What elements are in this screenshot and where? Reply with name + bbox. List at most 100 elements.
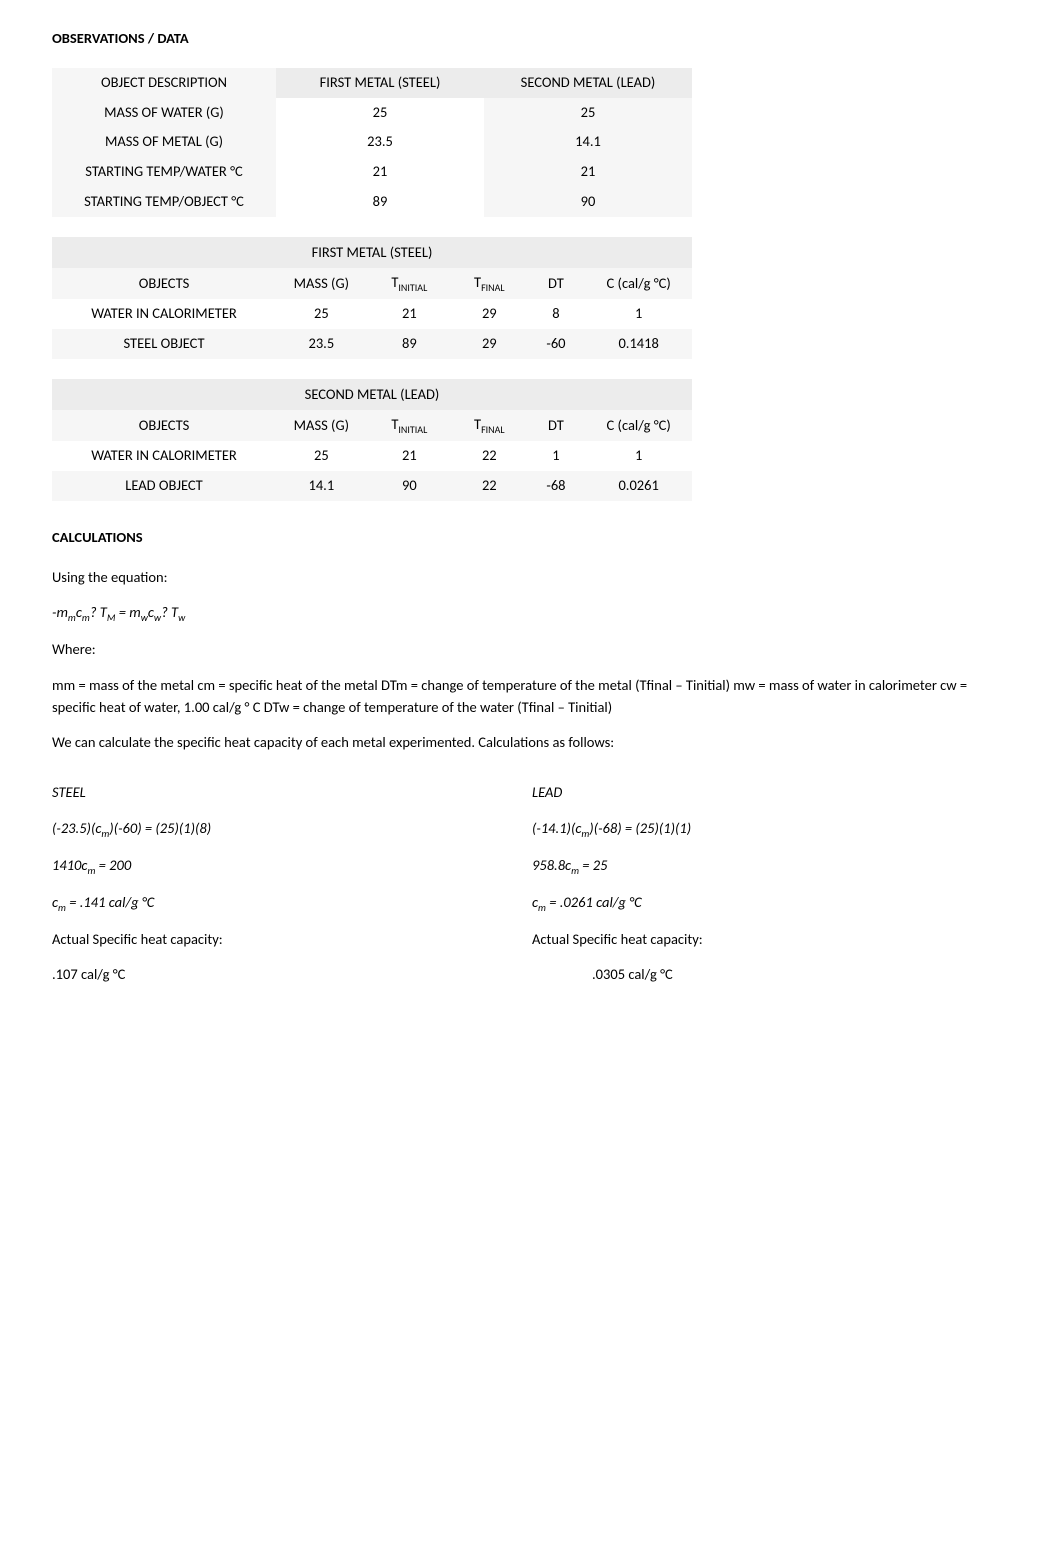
cell: 25 — [276, 299, 367, 329]
t: )(-68) = (25)(1)(1) — [589, 819, 691, 837]
col: TFINAL — [452, 268, 527, 299]
t: = .141 cal/g °C — [66, 893, 154, 911]
cell: 1 — [585, 299, 692, 329]
s: m — [538, 901, 546, 914]
sub: FINAL — [481, 281, 505, 294]
cell: 0.1418 — [585, 329, 692, 359]
col: DT — [527, 410, 586, 441]
cell: LEAD OBJECT — [52, 471, 276, 501]
cell: WATER IN CALORIMETER — [52, 299, 276, 329]
steel-actual-value: .107 cal/g °C — [52, 964, 532, 986]
t: = 25 — [579, 856, 607, 874]
steel-column: STEEL (-23.5)(cm)(-60) = (25)(1)(8) 1410… — [52, 768, 532, 1000]
t: (-23.5)(c — [52, 819, 101, 837]
cell: 8 — [527, 299, 586, 329]
lead-eq1: (-14.1)(cm)(-68) = (25)(1)(1) — [532, 818, 1010, 841]
steel-actual-label: Actual Specific heat capacity: — [52, 929, 532, 951]
col: C (cal/g °C) — [585, 268, 692, 299]
cell: 21 — [484, 157, 692, 187]
cell: 89 — [367, 329, 452, 359]
cell: 21 — [367, 441, 452, 471]
t: = m — [115, 603, 140, 621]
sub: INITIAL — [398, 281, 427, 294]
t: -m — [52, 603, 68, 621]
lead-actual-label: Actual Specific heat capacity: — [532, 929, 1010, 951]
table-title: FIRST METAL (STEEL) — [52, 237, 692, 269]
cell: 90 — [367, 471, 452, 501]
lead-actual-value: .0305 cal/g °C — [532, 964, 1010, 986]
t: 958.8c — [532, 856, 571, 874]
cell: 22 — [452, 441, 527, 471]
cell: 29 — [452, 299, 527, 329]
calculations-columns: STEEL (-23.5)(cm)(-60) = (25)(1)(8) 1410… — [52, 768, 1010, 1000]
cell: -60 — [527, 329, 586, 359]
cell: 21 — [367, 299, 452, 329]
equation: -mmcm? TM = mwcw? Tw — [52, 602, 1010, 625]
cell: 25 — [276, 98, 484, 128]
cell: 14.1 — [484, 127, 692, 157]
table-title: SECOND METAL (LEAD) — [52, 379, 692, 411]
calc-intro: We can calculate the specific heat capac… — [52, 732, 1010, 754]
lead-column: LEAD (-14.1)(cm)(-68) = (25)(1)(1) 958.8… — [532, 768, 1010, 1000]
t: = .0261 cal/g °C — [546, 893, 642, 911]
lead-table: SECOND METAL (LEAD) OBJECTS MASS (G) TIN… — [52, 379, 692, 501]
t: )(-60) = (25)(1)(8) — [109, 819, 211, 837]
sub: INITIAL — [398, 423, 427, 436]
cell: SECOND METAL (LEAD) — [484, 68, 692, 98]
s: w — [154, 611, 161, 624]
cell: 0.0261 — [585, 471, 692, 501]
lead-title: LEAD — [532, 782, 1010, 804]
t: ? T — [161, 603, 178, 621]
observations-heading: OBSERVATIONS / DATA — [52, 28, 1010, 50]
col: DT — [527, 268, 586, 299]
cell: STARTING TEMP/WATER °C — [52, 157, 276, 187]
object-description-table: OBJECT DESCRIPTION FIRST METAL (STEEL) S… — [52, 68, 692, 217]
s: w — [178, 611, 185, 624]
lead-eq3: cm = .0261 cal/g °C — [532, 892, 1010, 915]
steel-eq2: 1410cm = 200 — [52, 855, 532, 878]
s: m — [571, 864, 579, 877]
steel-eq1: (-23.5)(cm)(-60) = (25)(1)(8) — [52, 818, 532, 841]
s: m — [58, 901, 66, 914]
cell: MASS OF WATER (G) — [52, 98, 276, 128]
t: T — [474, 415, 481, 433]
t: = 200 — [95, 856, 131, 874]
s: w — [141, 611, 148, 624]
cell: 14.1 — [276, 471, 367, 501]
sub: FINAL — [481, 423, 505, 436]
col: MASS (G) — [276, 268, 367, 299]
cell: 29 — [452, 329, 527, 359]
cell: WATER IN CALORIMETER — [52, 441, 276, 471]
col: TINITIAL — [367, 410, 452, 441]
s: m — [68, 611, 76, 624]
col: MASS (G) — [276, 410, 367, 441]
s: m — [82, 611, 90, 624]
cell: -68 — [527, 471, 586, 501]
cell: FIRST METAL (STEEL) — [276, 68, 484, 98]
t: (-14.1)(c — [532, 819, 581, 837]
cell: 1 — [585, 441, 692, 471]
where-paragraph: mm = mass of the metal cm = specific hea… — [52, 675, 1010, 719]
steel-title: STEEL — [52, 782, 532, 804]
cell: MASS OF METAL (G) — [52, 127, 276, 157]
lead-eq2: 958.8cm = 25 — [532, 855, 1010, 878]
calculations-heading: CALCULATIONS — [52, 527, 1010, 549]
col: TFINAL — [452, 410, 527, 441]
where-label: Where: — [52, 639, 1010, 661]
col: OBJECTS — [52, 410, 276, 441]
cell: STEEL OBJECT — [52, 329, 276, 359]
col: C (cal/g °C) — [585, 410, 692, 441]
cell: 89 — [276, 187, 484, 217]
col: OBJECTS — [52, 268, 276, 299]
cell: 22 — [452, 471, 527, 501]
cell: 23.5 — [276, 329, 367, 359]
steel-eq3: cm = .141 cal/g °C — [52, 892, 532, 915]
steel-table: FIRST METAL (STEEL) OBJECTS MASS (G) TIN… — [52, 237, 692, 359]
t: T — [474, 273, 481, 291]
cell: 23.5 — [276, 127, 484, 157]
cell: 90 — [484, 187, 692, 217]
col: TINITIAL — [367, 268, 452, 299]
t: ? T — [90, 603, 107, 621]
cell: OBJECT DESCRIPTION — [52, 68, 276, 98]
t: 1410c — [52, 856, 87, 874]
